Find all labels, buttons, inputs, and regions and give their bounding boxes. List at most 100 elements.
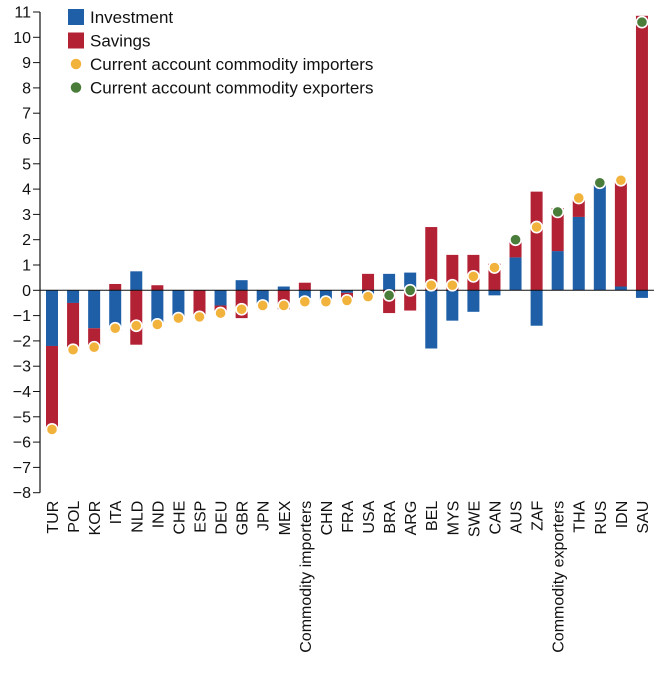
bar-savings-ita — [109, 283, 122, 291]
point-current-account-commodity-importers-gbr — [235, 302, 249, 316]
x-tick-label-bra: BRA — [382, 500, 399, 533]
bar-investment-mys — [446, 290, 459, 321]
point-current-account-commodity-importers-tha — [572, 191, 586, 205]
x-tick-label-mys: MYS — [445, 501, 462, 536]
point-current-account-commodity-exporters-rus — [593, 176, 607, 190]
bar-savings-idn — [614, 180, 627, 287]
bar-savings-ind — [151, 285, 164, 291]
bar-investment-pol — [67, 290, 80, 303]
x-tick-label-mex: MEX — [277, 500, 294, 535]
x-tick-label-deu: DEU — [214, 501, 231, 535]
bar-investment-deu — [214, 290, 227, 306]
point-current-account-commodity-importers-jpn — [256, 299, 270, 312]
point-current-account-commodity-exporters-aus — [509, 233, 522, 247]
point-current-account-commodity-importers-ita — [108, 321, 122, 335]
bar-investment-commodity-exporters — [551, 251, 564, 291]
x-tick-label-idn: IDN — [614, 501, 631, 529]
bar-investment-idn — [614, 286, 627, 291]
y-tick-label: 7 — [22, 106, 31, 123]
y-tick-label: −3 — [13, 359, 31, 376]
point-current-account-commodity-importers-kor — [87, 340, 101, 354]
point-current-account-commodity-exporters-arg — [403, 283, 417, 297]
bar-investment-mex — [277, 286, 290, 291]
bar-investment-che — [172, 290, 185, 316]
y-tick-label: −8 — [13, 485, 31, 502]
x-tick-label-ind: IND — [150, 501, 167, 529]
point-current-account-commodity-importers-commodity-importers — [298, 295, 312, 309]
point-current-account-commodity-importers-esp — [193, 310, 206, 324]
x-tick-label-zaf: ZAF — [530, 500, 547, 530]
bar-investment-bel — [425, 290, 438, 349]
x-tick-label-commodity-exporters: Commodity exporters — [551, 501, 568, 653]
x-tick-label-esp: ESP — [192, 501, 209, 533]
x-tick-label-sau: SAU — [635, 501, 652, 534]
point-current-account-commodity-importers-usa — [361, 290, 375, 304]
x-tick-label-arg: ARG — [403, 501, 420, 536]
y-tick-label: −7 — [13, 460, 31, 477]
legend-label-current-account-commodity-exporters: Current account commodity exporters — [90, 79, 373, 98]
y-axis-ticks: −8 −7 −6 −5 −4 −3 −2 −1 0 1 2 3 4 5 6 7 8 9 10 11 — [13, 5, 40, 502]
bar-savings-usa — [362, 273, 375, 291]
point-current-account-commodity-importers-tur — [45, 423, 59, 436]
y-tick-label: 5 — [22, 156, 31, 173]
x-tick-label-kor: KOR — [87, 501, 104, 536]
legend: Investment Savings Current account commodi… — [68, 8, 373, 98]
bar-investment-rus — [593, 181, 606, 291]
x-tick-label-pol: POL — [66, 501, 83, 533]
y-tick-label: 8 — [22, 80, 31, 97]
x-tick-label-bel: BEL — [424, 501, 441, 531]
legend-swatch-current-account-commodity-importers — [69, 57, 83, 71]
bar-investment-sau — [635, 290, 648, 298]
x-tick-label-tur: TUR — [45, 501, 62, 534]
bar-investment-swe — [467, 290, 480, 312]
point-current-account-commodity-importers-bel — [424, 278, 438, 292]
point-current-account-commodity-importers-deu — [214, 306, 227, 320]
bar-investment-ita — [109, 290, 122, 331]
x-tick-label-nld: NLD — [129, 501, 146, 533]
bar-savings-tur — [46, 345, 58, 430]
bar-investment-jpn — [256, 290, 269, 303]
bar-investment-ind — [151, 290, 164, 326]
x-tick-label-rus: RUS — [593, 501, 610, 535]
x-tick-label-chn: CHN — [319, 501, 336, 536]
x-tick-label-aus: AUS — [509, 501, 526, 534]
x-tick-label-che: CHE — [171, 501, 188, 535]
y-tick-label: −5 — [13, 409, 31, 426]
bar-investment-zaf — [530, 290, 543, 326]
bar-investment-can — [488, 290, 501, 296]
x-tick-label-can: CAN — [487, 501, 504, 535]
y-tick-label: −4 — [13, 384, 31, 401]
point-current-account-commodity-importers-can — [488, 261, 501, 274]
y-tick-label: −6 — [13, 435, 31, 452]
y-tick-label: 9 — [22, 55, 31, 72]
legend-swatch-savings — [68, 32, 84, 49]
points-layer — [45, 15, 649, 436]
y-tick-label: −1 — [13, 308, 31, 325]
bar-investment-fra — [340, 290, 353, 293]
bar-savings-pol — [67, 302, 80, 352]
x-tick-label-ita: ITA — [108, 500, 125, 524]
x-axis-labels: TUR POL KOR ITA NLD IND CHE ESP DEU GBR JPN MEX Comm… — [45, 500, 652, 652]
bar-savings-nld — [130, 290, 143, 345]
x-tick-label-commodity-importers: Commodity importers — [298, 501, 315, 653]
bar-savings-zaf — [530, 191, 543, 291]
point-current-account-commodity-importers-ind — [150, 318, 164, 331]
y-tick-label: 1 — [22, 258, 31, 275]
bar-investment-tha — [572, 216, 585, 291]
bar-savings-esp — [193, 290, 206, 316]
x-tick-label-fra: FRA — [340, 500, 357, 532]
y-tick-label: −2 — [13, 333, 31, 350]
point-current-account-commodity-exporters-sau — [635, 15, 649, 29]
y-tick-label: 3 — [22, 207, 31, 224]
point-current-account-commodity-exporters-bra — [382, 288, 396, 302]
x-tick-label-jpn: JPN — [256, 501, 273, 531]
x-tick-label-usa: USA — [361, 500, 378, 533]
bar-investment-kor — [88, 290, 101, 329]
legend-swatch-current-account-commodity-exporters — [69, 80, 83, 95]
x-tick-label-swe: SWE — [466, 501, 483, 537]
point-current-account-commodity-exporters-commodity-exporters — [551, 205, 565, 219]
bar-savings-aus — [509, 242, 522, 258]
point-current-account-commodity-importers-che — [172, 311, 185, 325]
